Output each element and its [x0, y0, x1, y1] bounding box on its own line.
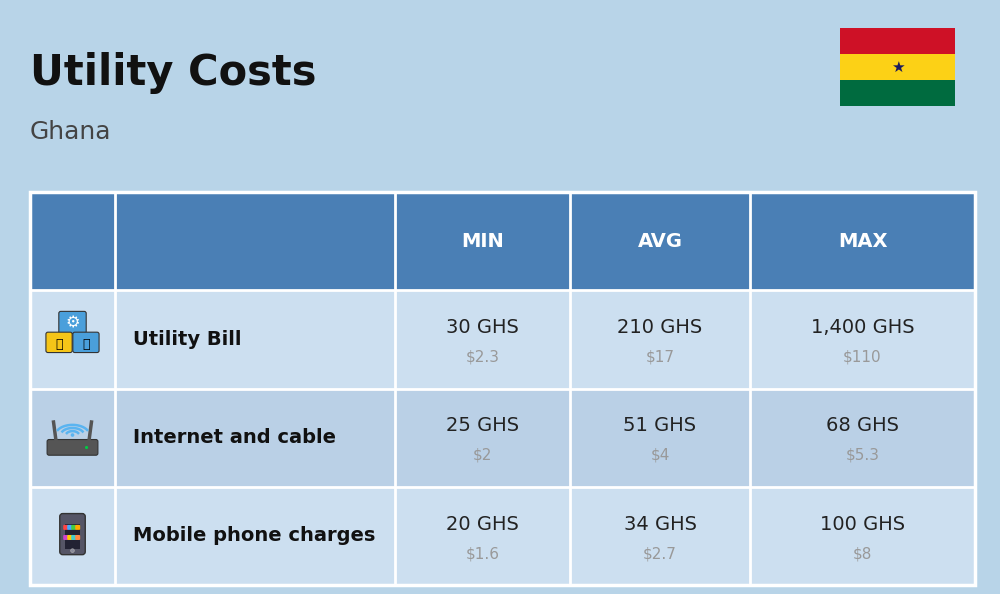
- Text: 68 GHS: 68 GHS: [826, 416, 899, 435]
- Text: MAX: MAX: [838, 232, 887, 251]
- Text: Ghana: Ghana: [30, 120, 112, 144]
- Text: 20 GHS: 20 GHS: [446, 514, 519, 533]
- Text: $1.6: $1.6: [466, 546, 500, 561]
- Bar: [65, 523, 80, 549]
- Bar: [840, 28, 955, 54]
- Text: 100 GHS: 100 GHS: [820, 514, 905, 533]
- FancyBboxPatch shape: [47, 440, 98, 455]
- Text: $2.3: $2.3: [466, 349, 500, 365]
- Circle shape: [71, 433, 74, 437]
- Text: ★: ★: [891, 59, 904, 74]
- FancyBboxPatch shape: [67, 535, 72, 540]
- Text: 210 GHS: 210 GHS: [617, 318, 703, 337]
- Text: 51 GHS: 51 GHS: [623, 416, 697, 435]
- FancyBboxPatch shape: [71, 525, 76, 530]
- FancyBboxPatch shape: [63, 535, 68, 540]
- Text: $2.7: $2.7: [643, 546, 677, 561]
- Text: 1,400 GHS: 1,400 GHS: [811, 318, 914, 337]
- Text: 25 GHS: 25 GHS: [446, 416, 519, 435]
- FancyBboxPatch shape: [46, 332, 72, 353]
- Text: $5.3: $5.3: [846, 448, 880, 463]
- Circle shape: [71, 549, 74, 552]
- Bar: [30, 192, 975, 585]
- Bar: [30, 388, 975, 486]
- FancyBboxPatch shape: [63, 525, 68, 530]
- Text: $110: $110: [843, 349, 882, 365]
- FancyBboxPatch shape: [59, 311, 86, 334]
- FancyBboxPatch shape: [75, 535, 80, 540]
- Text: Utility Bill: Utility Bill: [133, 330, 242, 349]
- FancyBboxPatch shape: [67, 525, 72, 530]
- Text: 30 GHS: 30 GHS: [446, 318, 519, 337]
- Text: Utility Costs: Utility Costs: [30, 52, 316, 94]
- FancyBboxPatch shape: [60, 514, 85, 555]
- Text: Mobile phone charges: Mobile phone charges: [133, 526, 375, 545]
- FancyBboxPatch shape: [73, 332, 99, 353]
- Text: 💧: 💧: [82, 338, 90, 351]
- Text: MIN: MIN: [461, 232, 504, 251]
- Bar: [30, 192, 975, 290]
- FancyBboxPatch shape: [75, 525, 80, 530]
- Circle shape: [85, 446, 88, 449]
- Text: $8: $8: [853, 546, 872, 561]
- Text: $2: $2: [473, 448, 492, 463]
- FancyBboxPatch shape: [71, 535, 76, 540]
- Text: Internet and cable: Internet and cable: [133, 428, 336, 447]
- Bar: [840, 54, 955, 80]
- Text: $17: $17: [646, 349, 674, 365]
- Bar: [30, 486, 975, 585]
- Text: 🔌: 🔌: [55, 338, 63, 351]
- Text: 34 GHS: 34 GHS: [624, 514, 696, 533]
- Bar: [840, 80, 955, 106]
- Bar: [30, 290, 975, 388]
- Text: $4: $4: [650, 448, 670, 463]
- Text: ⚙: ⚙: [65, 315, 80, 330]
- Text: AVG: AVG: [638, 232, 682, 251]
